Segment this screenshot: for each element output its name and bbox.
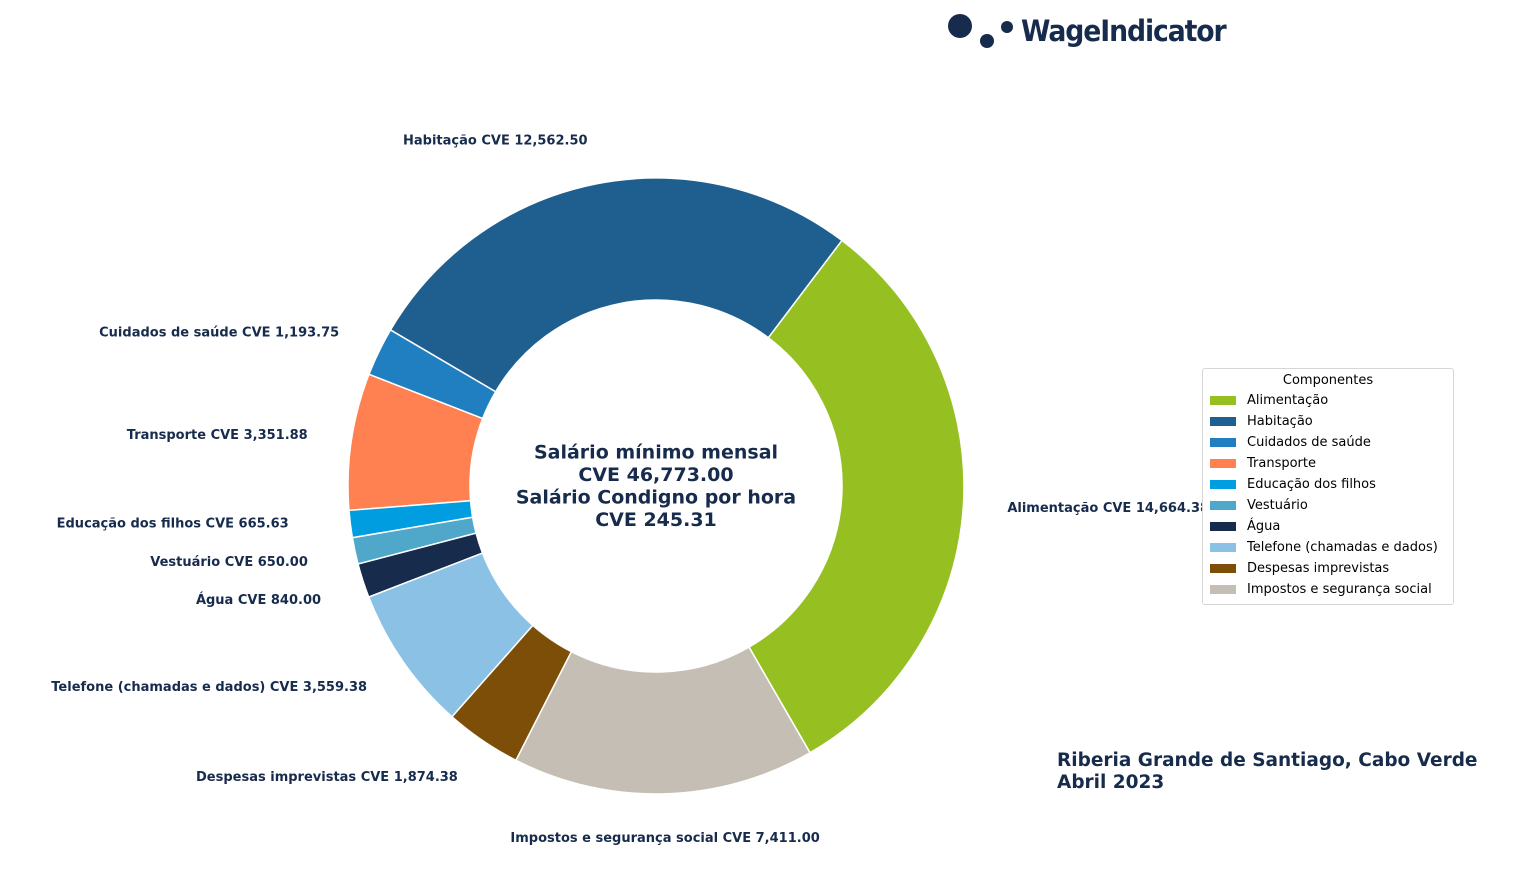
legend-item-telefone-chamadas-e-dados: Telefone (chamadas e dados) bbox=[1203, 537, 1453, 558]
slice-labels: Alimentação CVE 14,664.38 Habitação CVE 1… bbox=[51, 134, 1209, 846]
slice-label-telefone-chamadas-e-dados: Telefone (chamadas e dados) CVE 3,559.38 bbox=[51, 680, 367, 695]
legend-label: Despesas imprevistas bbox=[1247, 561, 1390, 576]
legend-swatch bbox=[1210, 585, 1236, 594]
center-text-line: CVE 46,773.00 bbox=[578, 464, 733, 486]
legend-item-alimentacao: Alimentação bbox=[1203, 390, 1453, 411]
legend: Componentes Alimentação Habitação Cuidados… bbox=[1202, 368, 1454, 605]
legend-item-impostos-e-seguranca-social: Impostos e segurança social bbox=[1203, 579, 1453, 600]
center-text-line: Salário mínimo mensal bbox=[534, 441, 778, 463]
slice-label-agua: Água CVE 840.00 bbox=[196, 592, 321, 608]
legend-item-vestuario: Vestuário bbox=[1203, 495, 1453, 516]
legend-item-cuidados-de-saude: Cuidados de saúde bbox=[1203, 432, 1453, 453]
legend-swatch bbox=[1210, 459, 1236, 468]
legend-swatch bbox=[1210, 480, 1236, 489]
slice-label-impostos-e-seguranca-social: Impostos e segurança social CVE 7,411.00 bbox=[510, 831, 819, 846]
legend-label: Impostos e segurança social bbox=[1247, 582, 1432, 597]
legend-title: Componentes bbox=[1282, 373, 1374, 388]
legend-swatch bbox=[1210, 396, 1236, 405]
slice-label-cuidados-de-saude: Cuidados de saúde CVE 1,193.75 bbox=[99, 326, 339, 341]
location-block: Riberia Grande de Santiago, Cabo Verde A… bbox=[1057, 750, 1477, 794]
legend-swatch bbox=[1210, 438, 1236, 447]
legend-item-habitacao: Habitação bbox=[1203, 411, 1453, 432]
legend-item-despesas-imprevistas: Despesas imprevistas bbox=[1203, 558, 1453, 579]
center-text-line: CVE 245.31 bbox=[595, 509, 717, 531]
donut-slices bbox=[347, 177, 965, 795]
legend-item-agua: Água bbox=[1203, 516, 1453, 537]
slice-label-vestuario: Vestuário CVE 650.00 bbox=[150, 555, 308, 570]
legend-label: Alimentação bbox=[1247, 393, 1329, 408]
legend-swatch bbox=[1210, 417, 1236, 426]
legend-label: Telefone (chamadas e dados) bbox=[1247, 540, 1438, 555]
legend-label: Habitação bbox=[1247, 414, 1313, 429]
legend-label: Água bbox=[1247, 519, 1281, 534]
slice-impostos-e-seguranca-social bbox=[514, 646, 812, 795]
legend-items: Alimentação Habitação Cuidados de saúde Tra… bbox=[1203, 390, 1453, 600]
legend-swatch bbox=[1210, 543, 1236, 552]
legend-label: Educação dos filhos bbox=[1247, 477, 1376, 492]
report-date: Abril 2023 bbox=[1057, 772, 1165, 793]
slice-label-transporte: Transporte CVE 3,351.88 bbox=[127, 428, 308, 443]
legend-label: Vestuário bbox=[1247, 498, 1308, 513]
slice-alimentacao bbox=[747, 239, 965, 754]
location-name: Riberia Grande de Santiago, Cabo Verde bbox=[1057, 750, 1478, 771]
slice-label-habitacao: Habitação CVE 12,562.50 bbox=[403, 134, 588, 149]
legend-swatch bbox=[1210, 522, 1236, 531]
legend-item-educacao-dos-filhos: Educação dos filhos bbox=[1203, 474, 1453, 495]
logo-dots-icon bbox=[948, 14, 1013, 48]
legend-label: Cuidados de saúde bbox=[1247, 435, 1371, 450]
legend-swatch bbox=[1210, 501, 1236, 510]
legend-label: Transporte bbox=[1247, 456, 1316, 471]
slice-habitacao bbox=[389, 177, 843, 393]
logo-text: WageIndicator bbox=[1021, 14, 1227, 48]
slice-label-alimentacao: Alimentação CVE 14,664.38 bbox=[1007, 501, 1209, 516]
center-text-line: Salário Condigno por hora bbox=[516, 486, 796, 508]
legend-item-transporte: Transporte bbox=[1203, 453, 1453, 474]
slice-label-despesas-imprevistas: Despesas imprevistas CVE 1,874.38 bbox=[196, 770, 458, 785]
legend-swatch bbox=[1210, 564, 1236, 573]
wageindicator-logo: WageIndicator bbox=[945, 10, 1245, 54]
slice-label-educacao-dos-filhos: Educação dos filhos CVE 665.63 bbox=[57, 517, 289, 532]
